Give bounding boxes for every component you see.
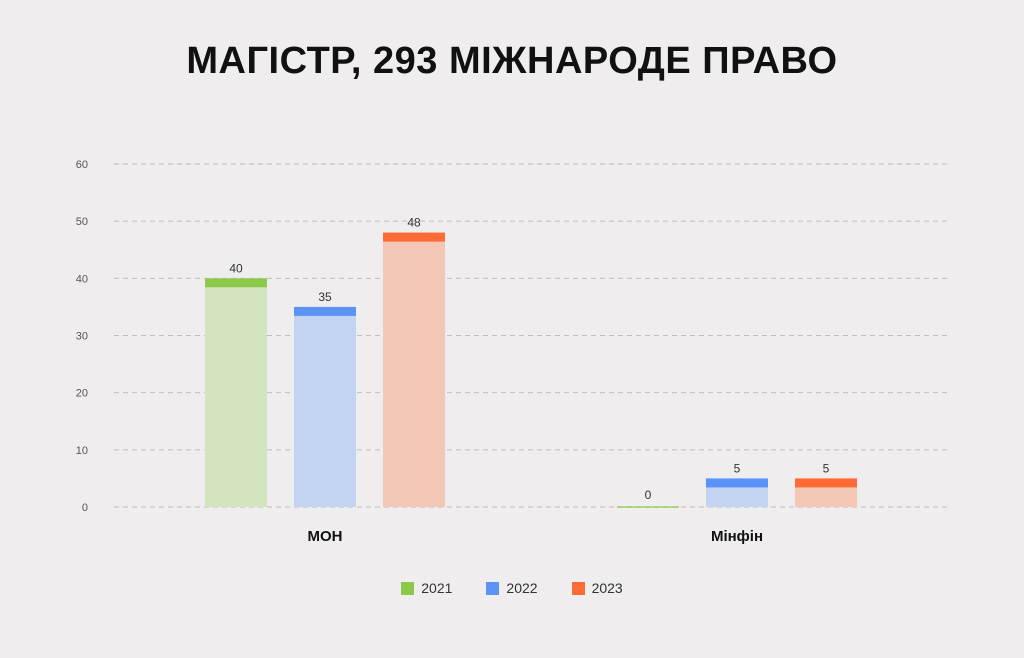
bar-cap-2022-1 (706, 478, 768, 488)
data-label: 48 (407, 216, 421, 230)
legend-label-2021: 2021 (421, 580, 453, 596)
y-tick-label: 20 (76, 388, 88, 400)
chart-title: МАГІСТР, 293 МІЖНАРОДЕ ПРАВО (186, 40, 838, 82)
legend-swatch-2021 (401, 581, 415, 595)
bar-2021-0 (205, 278, 267, 507)
y-tick-label: 30 (76, 331, 88, 343)
legend-item-2021[interactable]: 2021 (401, 580, 452, 596)
bar-2023-0 (383, 232, 445, 507)
chart-legend: 2021 2022 2023 (0, 580, 1024, 596)
bar-cap-2023-0 (383, 232, 445, 242)
legend-item-2023[interactable]: 2023 (571, 580, 623, 596)
data-label: 5 (734, 461, 741, 475)
legend-swatch-2023 (571, 581, 585, 595)
data-label: 0 (645, 488, 652, 502)
bar-cap-2022-0 (294, 306, 356, 316)
data-label: 35 (318, 290, 332, 304)
bar-cap-2023-1 (795, 478, 857, 488)
legend-label-2022: 2022 (506, 580, 538, 596)
legend-swatch-2022 (486, 581, 500, 595)
y-tick-label: 50 (76, 216, 88, 228)
x-category-label: Мінфін (711, 528, 763, 545)
x-category-label: МОН (308, 528, 343, 545)
legend-label-2023: 2023 (591, 580, 623, 596)
bar-2022-0 (294, 306, 356, 507)
y-tick-label: 60 (76, 159, 88, 171)
y-tick-label: 40 (76, 273, 88, 285)
bar-cap-2021-0 (205, 278, 267, 288)
legend-item-2022[interactable]: 2022 (486, 580, 538, 596)
data-label: 5 (823, 461, 830, 475)
y-tick-label: 10 (76, 445, 88, 457)
bar-2021-1 (617, 506, 679, 508)
data-label: 40 (229, 261, 243, 275)
y-tick-label: 0 (82, 502, 88, 514)
